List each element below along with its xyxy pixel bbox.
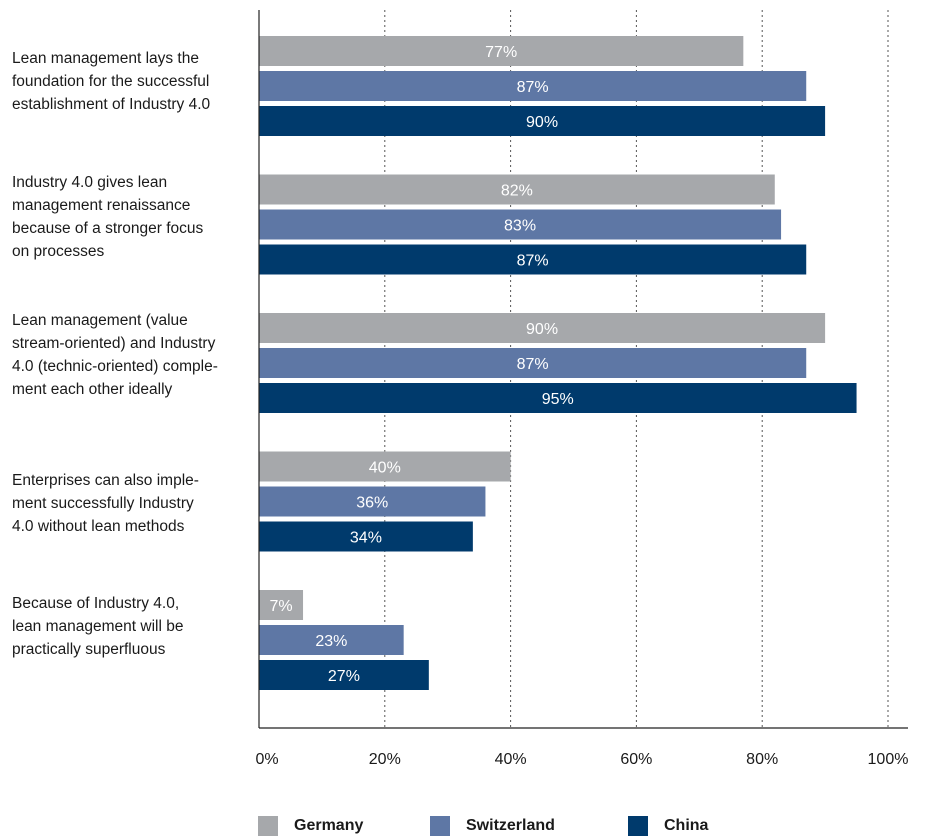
legend-label-switzerland: Switzerland [466, 817, 555, 834]
bar-germany-3 [259, 451, 511, 482]
category-label-line: stream-oriented) and Industry [12, 335, 216, 352]
category-label-line: practically superfluous [12, 641, 166, 658]
bar-switzerland-3 [259, 486, 486, 517]
data-label-china-1: 87% [517, 253, 549, 270]
bar-china-3 [259, 521, 473, 552]
category-label-4: Because of Industry 4.0, lean management … [12, 592, 252, 661]
category-label-0: Lean management lays the foundation for t… [12, 47, 252, 116]
category-label-line: 4.0 without lean methods [12, 518, 185, 535]
data-label-china-0: 90% [526, 114, 558, 131]
data-label-germany-2: 90% [526, 321, 558, 338]
legend-swatch-switzerland [430, 816, 450, 836]
bar-china-1 [259, 244, 807, 275]
bar-germany-2 [259, 313, 826, 343]
x-tick-label-80: 80% [746, 751, 778, 768]
legend-switzerland: Switzerland [430, 816, 555, 836]
legend-label-china: China [664, 817, 709, 834]
legend-label-germany: Germany [294, 817, 364, 834]
legend-china: China [628, 816, 708, 836]
data-label-germany-4: 7% [269, 598, 292, 615]
data-label-china-2: 95% [542, 391, 574, 408]
category-label-line: because of a stronger focus [12, 220, 204, 237]
bar-switzerland-1 [259, 209, 782, 240]
bar-china-4 [259, 660, 429, 690]
bar-china-2 [259, 383, 857, 413]
category-label-1: Industry 4.0 gives lean management renais… [12, 171, 252, 263]
bar-switzerland-0 [259, 71, 807, 101]
category-label-line: Industry 4.0 gives lean [12, 174, 168, 191]
data-label-switzerland-2: 87% [517, 356, 549, 373]
data-label-switzerland-4: 23% [315, 633, 347, 650]
data-label-switzerland-0: 87% [517, 79, 549, 96]
bar-china-0 [259, 106, 826, 136]
x-tick-label-40: 40% [495, 751, 527, 768]
category-label-line: Enterprises can also imple- [12, 472, 199, 489]
legend-swatch-germany [258, 816, 278, 836]
legend-germany: Germany [258, 816, 363, 836]
category-label-2: Lean management (value stream-oriented) a… [12, 309, 252, 401]
category-label-line: ment successfully Industry [12, 495, 194, 512]
x-tick-label-100: 100% [868, 751, 909, 768]
x-tick-label-0: 0% [255, 751, 278, 768]
legend-swatch-china [628, 816, 648, 836]
category-label-line: establishment of Industry 4.0 [12, 96, 211, 113]
bar-switzerland-2 [259, 348, 807, 378]
data-label-china-4: 27% [328, 668, 360, 685]
category-label-line: Lean management lays the [12, 50, 199, 67]
data-label-germany-1: 82% [501, 183, 533, 200]
data-label-switzerland-3: 36% [356, 495, 388, 512]
category-label-line: on processes [12, 243, 105, 260]
x-tick-label-20: 20% [369, 751, 401, 768]
data-label-china-3: 34% [350, 530, 382, 547]
category-label-line: management renaissance [12, 197, 191, 214]
x-tick-label-60: 60% [620, 751, 652, 768]
bar-germany-4 [259, 590, 304, 620]
data-label-germany-3: 40% [369, 460, 401, 477]
category-label-line: Because of Industry 4.0, [12, 595, 180, 612]
data-label-germany-0: 77% [485, 44, 517, 61]
bar-switzerland-4 [259, 625, 404, 655]
data-label-switzerland-1: 83% [504, 218, 536, 235]
category-label-line: Lean management (value [12, 312, 188, 329]
category-label-3: Enterprises can also imple-ment successf… [12, 469, 252, 538]
bar-germany-1 [259, 174, 775, 205]
category-label-line: lean management will be [12, 618, 184, 635]
category-label-line: foundation for the successful [12, 73, 210, 90]
category-label-line: 4.0 (technic-oriented) comple- [12, 358, 218, 375]
bar-germany-0 [259, 36, 744, 66]
category-label-line: ment each other ideally [12, 381, 173, 398]
